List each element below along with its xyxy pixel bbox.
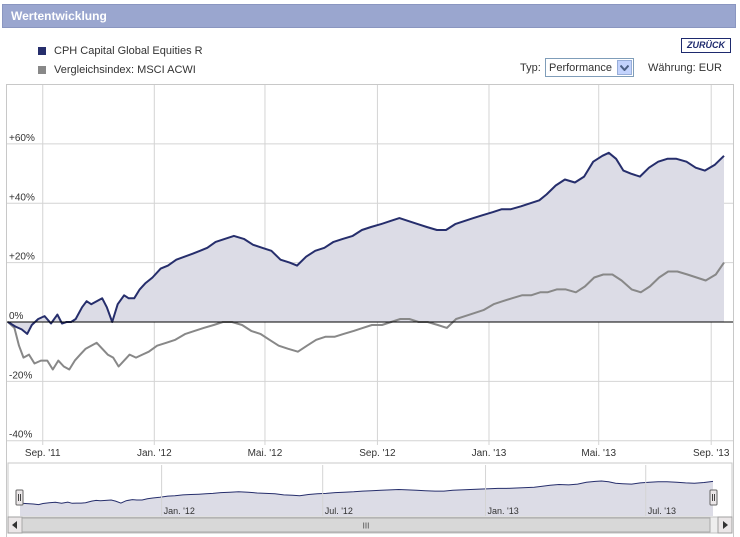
series-area — [7, 151, 725, 371]
x-axis-labels: Sep. '11 Jan. '12 Mai. '12 Sep. '12 Jan. '13… — [25, 448, 730, 459]
panel-header: Wertentwicklung — [2, 4, 736, 28]
chevron-down-icon[interactable] — [617, 60, 632, 75]
x-tick-label: Jan. '12 — [137, 448, 172, 459]
scroll-right-button[interactable] — [717, 516, 733, 534]
navigator-tick-label: Jul. '12 — [325, 506, 353, 516]
x-tick-label: Sep. '13 — [693, 448, 730, 459]
navigator-handle-right[interactable] — [709, 489, 718, 506]
legend-label-fund: CPH Capital Global Equities R — [54, 44, 203, 57]
y-axis-labels: +60% +40% +20% 0% -20% -40% — [9, 133, 35, 441]
navigator-labels: Jan. '12 Jul. '12 Jan. '13 Jul. '13 — [164, 506, 676, 516]
legend: CPH Capital Global Equities R Vergleichs… — [38, 41, 203, 79]
y-tick-label: -20% — [9, 370, 32, 381]
scrollbar[interactable]: III — [7, 516, 733, 534]
legend-swatch-fund — [38, 46, 46, 55]
panel-title: Wertentwicklung — [11, 9, 107, 23]
navigator-tick-label: Jul. '13 — [648, 506, 676, 516]
currency-label: Währung: EUR — [648, 62, 722, 74]
legend-label-index: Vergleichsindex: MSCI ACWI — [54, 63, 196, 76]
y-tick-label: +20% — [9, 252, 35, 263]
chart-frame — [6, 84, 734, 537]
back-button[interactable]: ZURÜCK — [681, 38, 731, 53]
arrow-right-icon — [723, 521, 728, 529]
scrollbar-thumb-grip: III — [363, 522, 370, 531]
y-tick-label: -40% — [9, 430, 32, 441]
x-tick-label: Sep. '12 — [359, 448, 396, 459]
x-tick-label: Jan. '13 — [472, 448, 507, 459]
series-fund-area — [8, 152, 724, 334]
x-tick-label: Mai. '13 — [581, 448, 616, 459]
legend-swatch-index — [38, 65, 46, 74]
scroll-left-button[interactable] — [7, 516, 23, 534]
y-tick-label: 0% — [9, 311, 24, 322]
navigator[interactable]: Jan. '12 Jul. '12 Jan. '13 Jul. '13 — [7, 462, 733, 518]
navigator-handle-left[interactable] — [15, 489, 24, 506]
y-tick-label: +40% — [9, 192, 35, 203]
scrollbar-thumb[interactable] — [21, 517, 711, 533]
series-index-line — [7, 262, 725, 371]
navigator-line — [19, 480, 714, 506]
navigator-series — [19, 465, 714, 516]
legend-item-fund: CPH Capital Global Equities R — [38, 41, 203, 60]
series-fund-line — [7, 151, 725, 335]
typ-select-value: Performance — [549, 62, 612, 74]
x-tick-label: Mai. '12 — [248, 448, 283, 459]
y-tick-label: +60% — [9, 133, 35, 144]
navigator-tick-label: Jan. '13 — [488, 506, 519, 516]
arrow-left-icon — [12, 521, 17, 529]
navigator-area — [20, 481, 713, 516]
legend-item-index: Vergleichsindex: MSCI ACWI — [38, 60, 203, 79]
navigator-tick-label: Jan. '12 — [164, 506, 195, 516]
x-tick-label: Sep. '11 — [25, 448, 61, 459]
typ-select[interactable]: Performance — [545, 58, 634, 77]
typ-label: Typ: — [520, 62, 541, 74]
